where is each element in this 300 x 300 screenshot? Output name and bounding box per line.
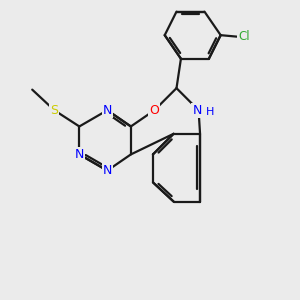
Text: N: N [103, 164, 112, 177]
Text: N: N [192, 104, 202, 117]
Text: O: O [149, 104, 159, 117]
Text: H: H [206, 107, 214, 117]
Text: N: N [75, 148, 84, 161]
Text: Cl: Cl [238, 30, 250, 43]
Text: S: S [50, 104, 58, 117]
Text: N: N [103, 104, 112, 117]
